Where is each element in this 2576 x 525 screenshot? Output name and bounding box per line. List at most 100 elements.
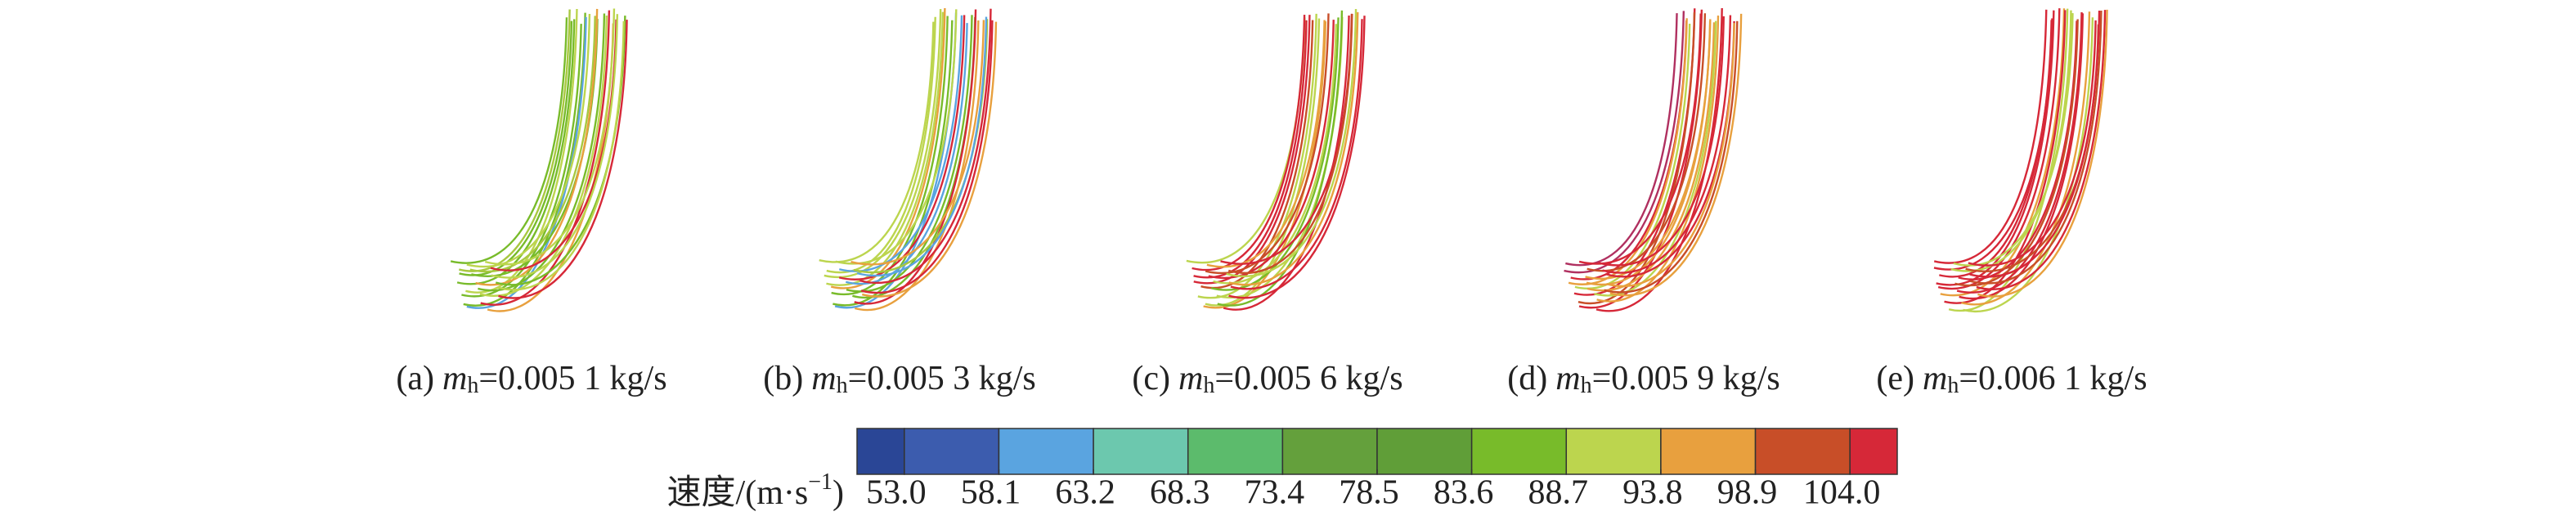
streamline (1956, 11, 2083, 294)
streamline-bundle (1564, 7, 1743, 312)
colorbar-title-superscript: −1 (808, 469, 832, 495)
streamline-bundle (1186, 9, 1366, 311)
colorbar-tick-label: 73.4 (1245, 474, 1305, 512)
caption-text: =0.005 3 kg/s (848, 360, 1036, 397)
caption-symbol: m (442, 360, 467, 397)
colorbar-tick-label: 88.7 (1528, 474, 1589, 512)
streamline (860, 20, 994, 294)
caption-subscript: h (1947, 373, 1959, 398)
streamline (861, 21, 998, 298)
streamline (1944, 10, 2067, 304)
colorbar-segment (1281, 428, 1378, 475)
panel-label: (a) (396, 360, 434, 397)
streamline (1208, 20, 1335, 279)
streamline (824, 9, 942, 278)
streamline (1193, 15, 1311, 285)
streamline (480, 10, 611, 306)
streamline (1213, 24, 1338, 285)
streamline (859, 8, 992, 285)
colorbar-tick-label: 78.5 (1339, 474, 1399, 512)
panel-label: (e) (1876, 360, 1914, 397)
streamline (1230, 19, 1363, 290)
caption-subscript: h (1581, 373, 1592, 398)
streamline (465, 8, 578, 294)
caption-text: =0.005 9 kg/s (1592, 360, 1780, 397)
streamline (479, 15, 608, 297)
streamline (1933, 9, 2048, 264)
streamline (1228, 16, 1366, 299)
panel-caption: (e) mh=0.006 1 kg/s (1876, 360, 2147, 399)
panel-label: (b) (763, 360, 803, 397)
streamline (491, 14, 619, 279)
streamline (1948, 8, 2069, 312)
streamline (1578, 13, 1702, 265)
streamline (1961, 11, 2091, 306)
streamline-bundle (819, 7, 998, 312)
caption-text: =0.006 1 kg/s (1959, 360, 2147, 397)
colorbar-tick-label: 58.1 (961, 474, 1021, 512)
streamline (1574, 23, 1691, 289)
streamline (469, 16, 596, 273)
colorbar-segment (1660, 428, 1757, 475)
streamline (1228, 11, 1359, 286)
streamline (1205, 18, 1321, 307)
panel-caption: (b) mh=0.005 3 kg/s (763, 360, 1036, 399)
caption-symbol: m (811, 360, 836, 397)
streamline (1937, 8, 2061, 290)
streamline (855, 20, 980, 312)
streamline (1936, 10, 2055, 286)
streamline (1223, 15, 1350, 311)
streamline-bundle (450, 8, 628, 312)
colorbar-tick-label: 53.0 (866, 474, 927, 512)
caption-symbol: m (1555, 360, 1580, 397)
colorbar-segment (1849, 428, 1898, 475)
streamline (1609, 13, 1743, 297)
panel-label: (d) (1507, 360, 1547, 397)
panel-label: (c) (1132, 360, 1170, 397)
colorbar-title-main: 速度/(m·s (667, 474, 809, 512)
caption-subscript: h (467, 373, 478, 398)
streamline (484, 8, 616, 266)
streamline (1977, 9, 2108, 298)
colorbar-segment (1376, 428, 1473, 475)
streamline (830, 7, 946, 289)
caption-text: =0.005 6 kg/s (1214, 360, 1402, 397)
streamline (1602, 15, 1732, 274)
streamline (459, 20, 573, 276)
panel-caption: (c) mh=0.005 6 kg/s (1132, 360, 1402, 399)
colorbar-segment (998, 428, 1094, 475)
colorbar-tick-label: 63.2 (1055, 474, 1115, 512)
streamline (1606, 23, 1735, 288)
colorbar-tick-label: 98.9 (1717, 474, 1778, 512)
streamline (1586, 22, 1716, 292)
streamline (456, 19, 576, 285)
caption-subscript: h (1203, 373, 1214, 398)
streamline (1226, 9, 1358, 278)
streamline (846, 15, 973, 293)
colorbar-segment (904, 428, 1000, 475)
streamline (1968, 20, 2097, 267)
streamline (850, 20, 985, 266)
streamline (1193, 20, 1308, 279)
streamline (1954, 19, 2079, 287)
streamline (1568, 18, 1688, 285)
colorbar-tick-label: 83.6 (1434, 474, 1494, 512)
caption-text: =0.005 1 kg/s (478, 360, 666, 397)
colorbar-title: 速度/(m·s−1) (667, 469, 844, 511)
streamline (1227, 13, 1353, 275)
colorbar-segment (1187, 428, 1284, 475)
colorbar-segment (1093, 428, 1189, 475)
streamline (1939, 20, 2053, 278)
streamline (1976, 10, 2107, 290)
streamline (1598, 16, 1725, 267)
caption-symbol: m (1178, 360, 1203, 397)
colorbar-tick-label: 93.8 (1622, 474, 1683, 512)
streamline (835, 9, 958, 265)
colorbar-segment (1470, 428, 1568, 475)
streamline (1604, 20, 1739, 294)
streamline (1565, 13, 1678, 267)
caption-subscript: h (837, 373, 848, 398)
streamline (459, 9, 571, 272)
streamline (1586, 13, 1707, 272)
streamline (819, 21, 935, 263)
